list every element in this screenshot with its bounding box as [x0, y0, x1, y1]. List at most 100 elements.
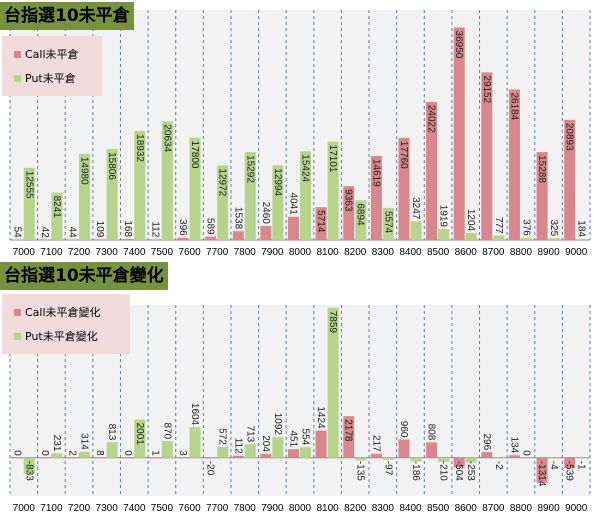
- x-tick-label: 7200: [68, 247, 91, 258]
- x-tick-label: 8600: [455, 503, 478, 514]
- bar-call: [260, 453, 272, 458]
- data-label: -4: [548, 461, 559, 470]
- data-label: -833: [23, 461, 34, 481]
- data-label: 1604: [189, 403, 200, 426]
- bar-call: [508, 455, 520, 458]
- bar-call: [343, 186, 355, 240]
- x-tick-label: 8400: [399, 247, 422, 258]
- bar-put: [493, 457, 505, 459]
- legend-item-call: Call未平倉變化: [14, 300, 118, 324]
- bar-put: [51, 453, 63, 458]
- legend-swatch-call: [14, 50, 21, 58]
- bar-put: [520, 237, 532, 240]
- x-tick-label: 7800: [234, 503, 257, 514]
- legend: Call未平倉變化 Put未平倉變化: [2, 294, 130, 354]
- bar-put: [327, 141, 339, 240]
- data-label: 14980: [79, 157, 90, 185]
- chart-open-interest-change: 7000 0 -833 7100 0 231 7200 2 314 7300 8 813 7400 0 20…: [0, 260, 600, 519]
- data-label: 451: [288, 430, 299, 447]
- bar-call: [288, 449, 299, 458]
- data-label: 314: [79, 433, 90, 450]
- bar-call: [177, 237, 189, 240]
- data-label: -253: [465, 461, 476, 481]
- data-label: 396: [177, 219, 188, 236]
- bar-call: [453, 457, 465, 468]
- bar-call: [232, 231, 244, 240]
- bar-put: [548, 457, 560, 459]
- data-label: 5574: [382, 211, 393, 234]
- chart-open-interest: 7000 54 12555 7100 42 8241 7200 44 14980 7300 109 1…: [0, 0, 600, 258]
- x-tick-label: 7400: [123, 247, 146, 258]
- x-tick-label: 8200: [344, 503, 367, 514]
- x-tick-label: 8900: [537, 247, 560, 258]
- bar-put: [106, 442, 118, 458]
- data-label: 20893: [564, 123, 575, 151]
- data-label: -504: [453, 461, 464, 481]
- bar-put: [161, 441, 173, 458]
- data-label: 15288: [536, 155, 547, 183]
- data-label: 777: [493, 217, 504, 234]
- bar-call: [453, 27, 465, 240]
- x-tick-label: 8600: [455, 247, 478, 258]
- bar-call: [370, 155, 382, 240]
- x-tick-label: 8300: [372, 247, 395, 258]
- bar-put: [382, 207, 394, 240]
- data-label: 1424: [315, 406, 326, 429]
- bar-put: [79, 451, 91, 458]
- legend-label: Call未平倉變化: [25, 306, 101, 319]
- bar-call: [481, 452, 493, 458]
- bar-call: [426, 101, 438, 240]
- x-tick-label: 8300: [372, 503, 395, 514]
- bar-call: [481, 72, 493, 240]
- x-tick-label: 7700: [206, 503, 229, 514]
- data-label: 2001: [134, 423, 145, 446]
- chart-title: 台指選10未平倉: [0, 2, 134, 30]
- bar-call: [426, 442, 438, 458]
- bar-call: [343, 416, 355, 458]
- data-label: 960: [398, 421, 409, 438]
- data-label: 4041: [288, 193, 299, 216]
- bar-call: [11, 239, 23, 241]
- bar-call: [177, 457, 189, 459]
- bar-put: [272, 436, 284, 458]
- bar-put: [465, 233, 477, 240]
- data-label: 1538: [232, 207, 243, 230]
- data-label: 231: [51, 435, 62, 452]
- x-tick-label: 8200: [344, 247, 367, 258]
- bar-put: [382, 457, 394, 460]
- x-tick-label: 8000: [289, 247, 312, 258]
- bar-call: [315, 430, 327, 458]
- x-tick-label: 8500: [427, 503, 450, 514]
- bar-call: [39, 239, 51, 241]
- data-label: 572: [217, 428, 228, 445]
- bar-put: [355, 200, 367, 240]
- data-label: 15806: [106, 152, 117, 180]
- bar-put: [410, 457, 422, 462]
- x-tick-label: 7100: [40, 503, 63, 514]
- data-label: -210: [438, 461, 449, 481]
- data-label: -97: [382, 461, 393, 476]
- x-tick-label: 7700: [206, 247, 229, 258]
- bar-put: [79, 153, 91, 240]
- x-tick-label: 8700: [482, 247, 505, 258]
- data-label: 2178: [343, 419, 354, 442]
- bar-put: [161, 121, 173, 240]
- data-label: 24022: [426, 105, 437, 133]
- data-label: 184: [576, 220, 587, 237]
- legend-item-put: Put未平倉: [14, 66, 90, 90]
- data-label: 168: [122, 220, 133, 237]
- bar-call: [398, 137, 410, 240]
- data-label: -186: [410, 461, 421, 481]
- x-tick-label: 8000: [289, 503, 312, 514]
- data-label: 1919: [438, 205, 449, 228]
- data-label: 17760: [398, 141, 409, 169]
- bar-call: [11, 457, 23, 459]
- legend: Call未平倉 Put未平倉: [2, 36, 102, 96]
- bar-put: [327, 307, 339, 458]
- x-tick-label: 7300: [96, 503, 119, 514]
- legend-swatch-call: [14, 308, 21, 316]
- data-label: 296: [481, 433, 492, 450]
- data-label: 12994: [272, 168, 283, 196]
- bar-put: [51, 192, 63, 240]
- data-label: 9363: [343, 189, 354, 212]
